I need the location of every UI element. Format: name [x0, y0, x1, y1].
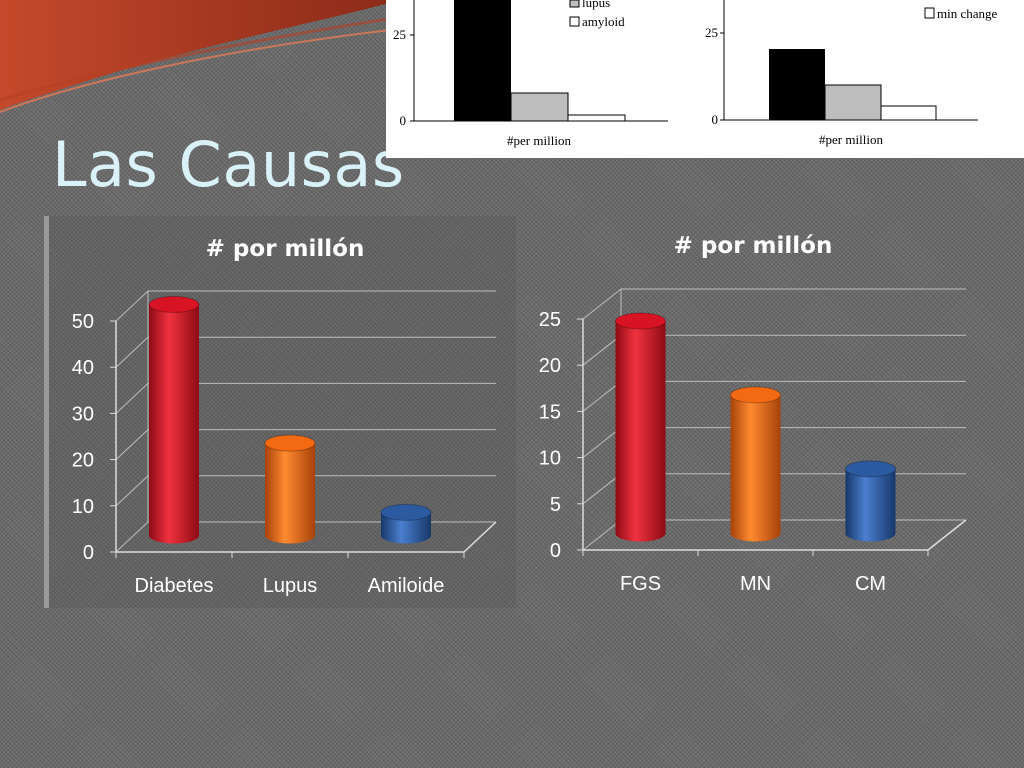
orig-left-legend-amyloid: amyloid: [582, 14, 625, 29]
original-left-chart: 25 0 lupus amyloid #per million: [393, 0, 668, 148]
right-bar-body: [845, 468, 896, 542]
right-bar-top: [615, 312, 666, 330]
left-ytick-label: 30: [72, 403, 94, 425]
right-category-label: FGS: [620, 573, 661, 595]
orig-right-bar-min-change: [880, 105, 937, 121]
orig-left-bar-amyloid: [567, 114, 626, 122]
right-bar-mn: [730, 386, 781, 542]
orig-left-legend-swatch-lupus: [569, 0, 580, 8]
orig-left-legend-swatch-amyloid: [569, 16, 580, 27]
embedded-original-chart: 25 0 lupus amyloid #per million 25 0 min…: [386, 0, 1024, 158]
orig-right-bar-fsgs: [769, 49, 825, 120]
chart-left-panel: [48, 216, 516, 608]
right-gridline-side: [582, 427, 622, 458]
left-gridline-side: [115, 336, 149, 368]
orig-right-xlabel: #per million: [819, 132, 883, 147]
slide-title: Las Causas: [52, 128, 405, 201]
left-gridline-side: [115, 383, 149, 414]
left-ytick-label: 20: [72, 450, 94, 472]
chart-left-accent-bar: [44, 216, 49, 608]
left-gridline-side: [115, 475, 149, 507]
left-bar-top: [264, 434, 316, 452]
orig-left-ytick-label: 25: [393, 27, 406, 42]
left-bar-lupus: [264, 434, 316, 544]
right-ytick-label: 20: [539, 355, 561, 377]
right-bar-top: [730, 386, 781, 404]
orig-left-ytick-label: 0: [400, 113, 407, 128]
original-chart-svg: 25 0 lupus amyloid #per million 25 0 min…: [393, 0, 998, 148]
orig-right-bar-mn: [824, 84, 882, 121]
left-category-label: Amiloide: [368, 575, 445, 597]
chart-right-title: # por millón: [674, 233, 833, 259]
orig-right-ytick-label: 0: [712, 112, 719, 127]
orig-left-legend-lupus: lupus: [582, 0, 610, 10]
right-ytick-label: 25: [539, 309, 561, 331]
right-gridline-side: [582, 381, 622, 412]
left-bar-body: [381, 512, 431, 544]
left-ytick-label: 50: [72, 311, 94, 333]
slide-decoration: [0, 0, 400, 113]
left-gridline-side: [115, 429, 149, 460]
right-ytick-label: 15: [539, 401, 561, 423]
right-ytick-label: 10: [539, 448, 561, 470]
orig-right-ytick-label: 25: [705, 25, 718, 40]
left-bar-diabetes: [148, 296, 200, 544]
right-ytick-label: 5: [550, 494, 561, 516]
left-bar-top: [148, 296, 200, 313]
right-bar-cm: [845, 460, 896, 542]
original-right-chart: 25 0 min change #per million: [705, 0, 998, 147]
orig-right-legend-swatch: [924, 7, 935, 19]
orig-left-xlabel: #per million: [507, 133, 571, 148]
right-ytick-label: 0: [550, 540, 561, 562]
left-ytick-label: 10: [72, 496, 94, 518]
left-gridline-side: [115, 521, 149, 553]
left-ytick-label: 40: [72, 357, 94, 379]
left-gridline-side: [115, 290, 149, 322]
right-gridline-side: [582, 519, 622, 551]
right-bar-fgs: [615, 312, 666, 542]
left-bar-amiloide: [380, 503, 432, 544]
left-bar-body: [149, 304, 199, 544]
orig-left-bar-diabetes: [454, 0, 511, 121]
right-gridline-side: [582, 334, 622, 366]
left-x-axis-side: [463, 521, 497, 553]
right-x-axis-side: [927, 519, 967, 551]
right-category-label: CM: [855, 573, 886, 595]
right-gridline-side: [582, 473, 622, 505]
orig-left-bar-lupus: [510, 92, 569, 122]
right-bar-body: [615, 320, 666, 542]
right-bar-top: [845, 460, 896, 478]
left-category-label: Diabetes: [135, 575, 214, 597]
chart-left-title: # por millón: [206, 236, 365, 262]
left-ytick-label: 0: [83, 542, 94, 564]
left-bar-top: [380, 503, 432, 521]
orig-right-legend-min-change: min change: [937, 6, 998, 21]
left-category-label: Lupus: [263, 575, 318, 597]
right-category-label: MN: [740, 573, 771, 595]
left-bar-body: [265, 443, 315, 544]
right-bar-body: [730, 394, 781, 542]
right-gridline-side: [582, 288, 622, 320]
